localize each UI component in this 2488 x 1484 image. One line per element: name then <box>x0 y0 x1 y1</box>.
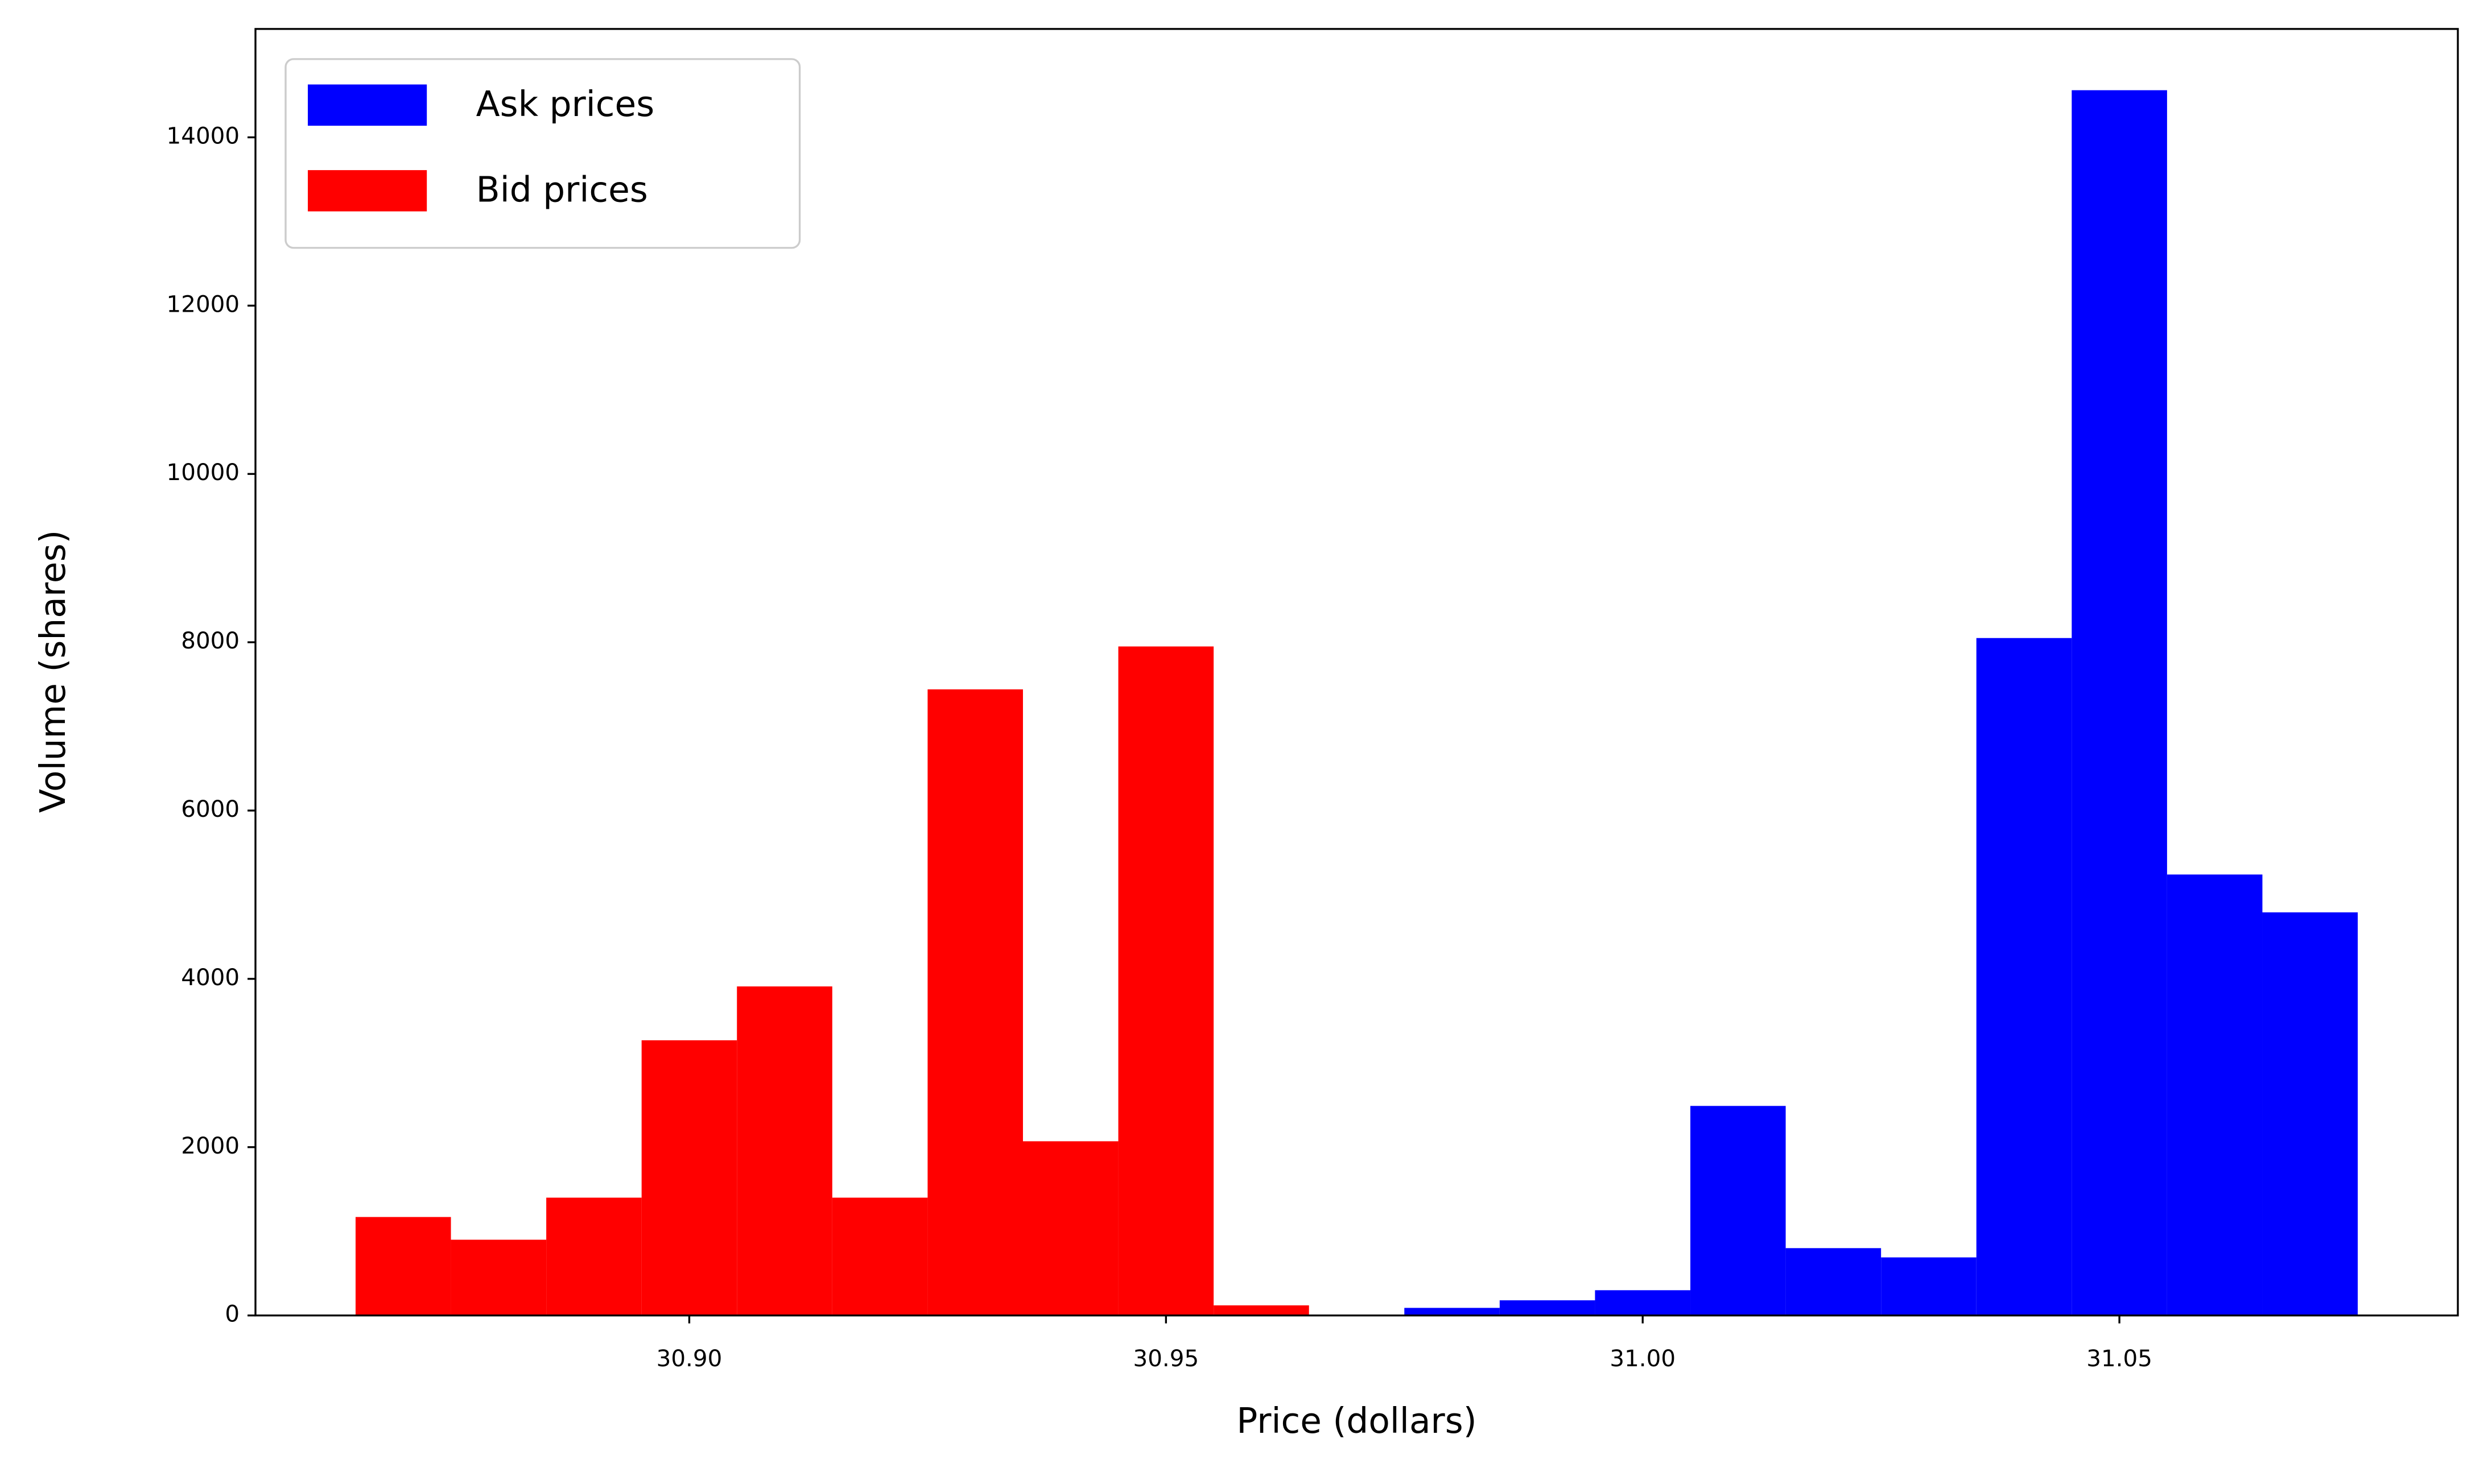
y-tick-label: 12000 <box>167 290 240 317</box>
bar <box>451 1239 547 1316</box>
bar <box>641 1040 737 1316</box>
y-tick-label: 0 <box>225 1300 240 1328</box>
x-axis-label: Price (dollars) <box>1236 1401 1476 1441</box>
legend-swatch <box>308 84 427 126</box>
y-tick-label: 14000 <box>167 122 240 149</box>
y-tick-label: 6000 <box>181 795 240 822</box>
bar <box>1022 1141 1119 1316</box>
x-tick-label: 31.05 <box>2086 1345 2152 1372</box>
bar <box>737 986 832 1316</box>
bar <box>1499 1300 1595 1316</box>
x-tick-label: 30.90 <box>657 1345 723 1372</box>
y-axis-label: Volume (shares) <box>33 530 73 813</box>
y-tick-label: 4000 <box>181 964 240 991</box>
bar <box>2167 874 2263 1316</box>
legend-label: Bid prices <box>476 170 648 210</box>
y-tick-label: 8000 <box>181 627 240 654</box>
bar <box>355 1217 451 1316</box>
bar <box>1881 1257 1977 1316</box>
bar <box>927 689 1023 1316</box>
legend-swatch <box>308 170 427 212</box>
x-tick-label: 31.00 <box>1610 1345 1676 1372</box>
x-tick-label: 30.95 <box>1133 1345 1199 1372</box>
legend-label: Ask prices <box>476 84 655 125</box>
y-tick-label: 10000 <box>167 458 240 486</box>
bar <box>2262 912 2358 1316</box>
bar <box>1690 1106 1786 1316</box>
y-tick-label: 2000 <box>181 1132 240 1159</box>
bar <box>1214 1305 1309 1316</box>
bar <box>1118 646 1214 1316</box>
bar <box>1404 1308 1500 1316</box>
bar <box>1785 1248 1882 1316</box>
bar <box>546 1197 642 1316</box>
plot-frame <box>254 28 2459 1317</box>
bar <box>832 1197 928 1316</box>
bar <box>1976 638 2072 1316</box>
bar <box>2072 90 2167 1316</box>
bar <box>1595 1290 1691 1316</box>
